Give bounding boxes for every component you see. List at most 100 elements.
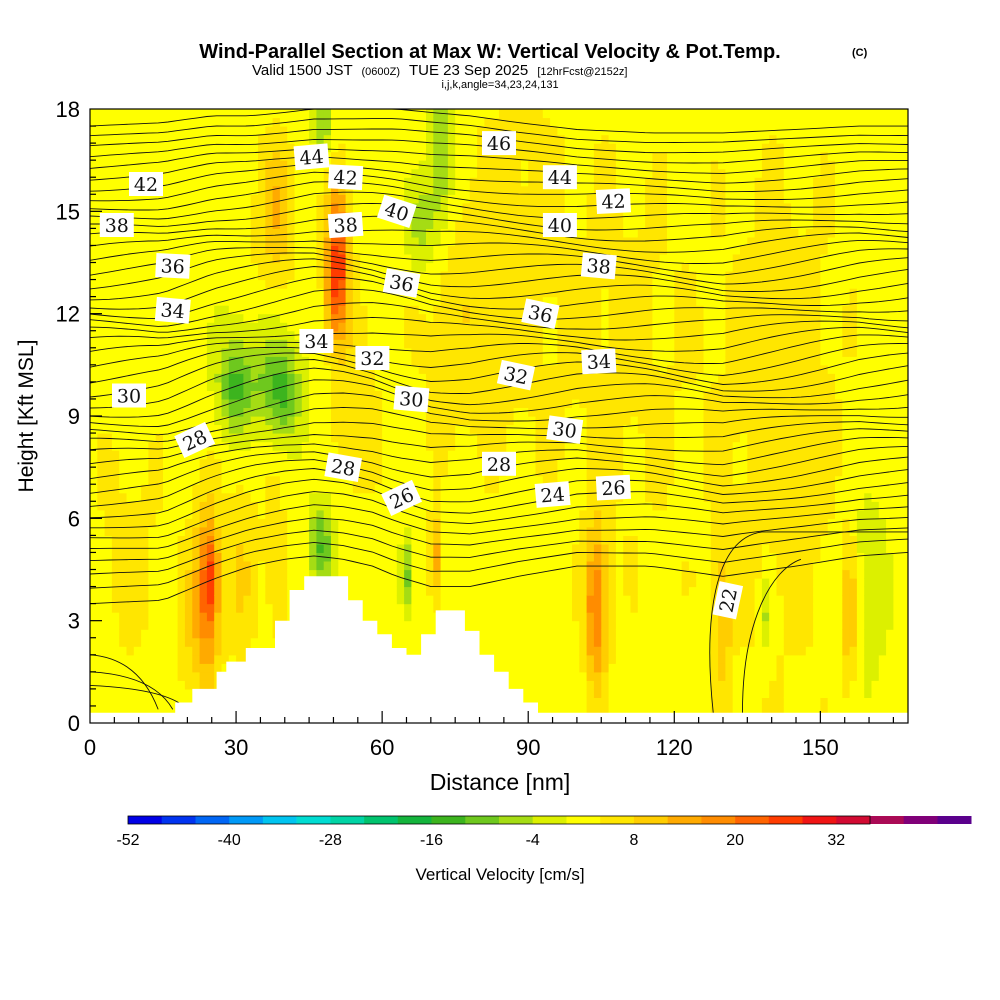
velocity-cell [593, 569, 602, 579]
velocity-cell [418, 543, 427, 553]
velocity-cell [243, 219, 252, 229]
velocity-cell [250, 330, 259, 340]
velocity-cell [535, 330, 544, 340]
velocity-cell [287, 322, 296, 332]
velocity-cell [250, 134, 259, 144]
velocity-cell [90, 202, 98, 212]
velocity-cell [258, 356, 266, 366]
velocity-cell [564, 688, 573, 698]
velocity-cell [170, 561, 179, 571]
velocity-cell [104, 109, 113, 119]
velocity-cell [265, 535, 274, 545]
velocity-cell [404, 433, 412, 443]
velocity-cell [243, 620, 252, 630]
velocity-cell [97, 595, 106, 605]
velocity-cell [484, 637, 493, 647]
velocity-cell [206, 160, 215, 170]
velocity-cell [272, 586, 281, 596]
velocity-cell [287, 245, 296, 255]
velocity-cell [177, 407, 186, 417]
velocity-cell [90, 288, 98, 298]
velocity-cell [141, 143, 149, 153]
velocity-cell [477, 586, 485, 596]
velocity-cell [228, 330, 237, 340]
velocity-cell [258, 407, 266, 417]
velocity-cell [250, 211, 259, 221]
velocity-cell [352, 595, 361, 605]
velocity-cell [141, 705, 149, 715]
velocity-cell [550, 663, 558, 673]
velocity-cell [214, 228, 223, 238]
velocity-cell [367, 296, 376, 306]
velocity-cell [579, 407, 588, 417]
velocity-cell [418, 313, 427, 323]
velocity-cell [382, 441, 390, 451]
velocity-cell [228, 629, 237, 639]
velocity-cell [411, 450, 420, 460]
velocity-cell [433, 202, 442, 212]
velocity-cell [564, 330, 573, 340]
velocity-cell [411, 134, 420, 144]
velocity-cell [520, 433, 529, 443]
velocity-cell [170, 160, 179, 170]
velocity-cell [382, 603, 390, 613]
velocity-cell [550, 134, 558, 144]
velocity-cell [177, 424, 186, 434]
velocity-cell [323, 450, 332, 460]
velocity-cell [550, 356, 558, 366]
velocity-cell [586, 219, 595, 229]
velocity-cell [418, 450, 427, 460]
velocity-cell [447, 475, 456, 485]
velocity-cell [440, 364, 449, 374]
velocity-cell [440, 586, 449, 596]
velocity-cell [141, 450, 149, 460]
velocity-cell [104, 646, 113, 656]
velocity-cell [462, 578, 471, 588]
velocity-cell [294, 561, 303, 571]
velocity-cell [352, 339, 361, 349]
velocity-cell [184, 339, 193, 349]
velocity-cell [309, 271, 317, 281]
velocity-cell [272, 228, 281, 238]
velocity-cell [133, 637, 142, 647]
velocity-cell [426, 543, 434, 553]
velocity-cell [236, 254, 244, 264]
velocity-cell [484, 475, 493, 485]
velocity-cell [287, 160, 296, 170]
velocity-cell [469, 569, 478, 579]
velocity-cell [192, 322, 201, 332]
velocity-cell [177, 612, 186, 622]
velocity-cell [272, 254, 281, 264]
velocity-cell [455, 364, 464, 374]
velocity-cell [309, 185, 317, 195]
velocity-cell [279, 228, 288, 238]
velocity-cell [374, 475, 383, 485]
velocity-cell [90, 416, 98, 426]
velocity-cell [301, 219, 310, 229]
velocity-cell [236, 305, 244, 315]
velocity-cell [542, 475, 551, 485]
velocity-cell [279, 185, 288, 195]
velocity-cell [287, 509, 296, 519]
velocity-cell [506, 202, 515, 212]
velocity-cell [272, 569, 281, 579]
velocity-cell [97, 347, 106, 357]
velocity-cell [163, 236, 171, 246]
velocity-cell [170, 654, 179, 664]
velocity-cell [316, 441, 325, 451]
velocity-cell [331, 518, 339, 528]
velocity-cell [477, 398, 485, 408]
velocity-cell [111, 254, 120, 264]
velocity-cell [301, 441, 310, 451]
velocity-cell [323, 117, 332, 127]
velocity-cell [199, 296, 208, 306]
velocity-cell [126, 595, 135, 605]
velocity-cell [126, 262, 135, 272]
velocity-cell [265, 202, 274, 212]
velocity-cell [250, 424, 259, 434]
velocity-cell [338, 347, 347, 357]
velocity-cell [462, 612, 471, 622]
velocity-cell [111, 620, 120, 630]
velocity-cell [111, 484, 120, 494]
velocity-cell [287, 535, 296, 545]
